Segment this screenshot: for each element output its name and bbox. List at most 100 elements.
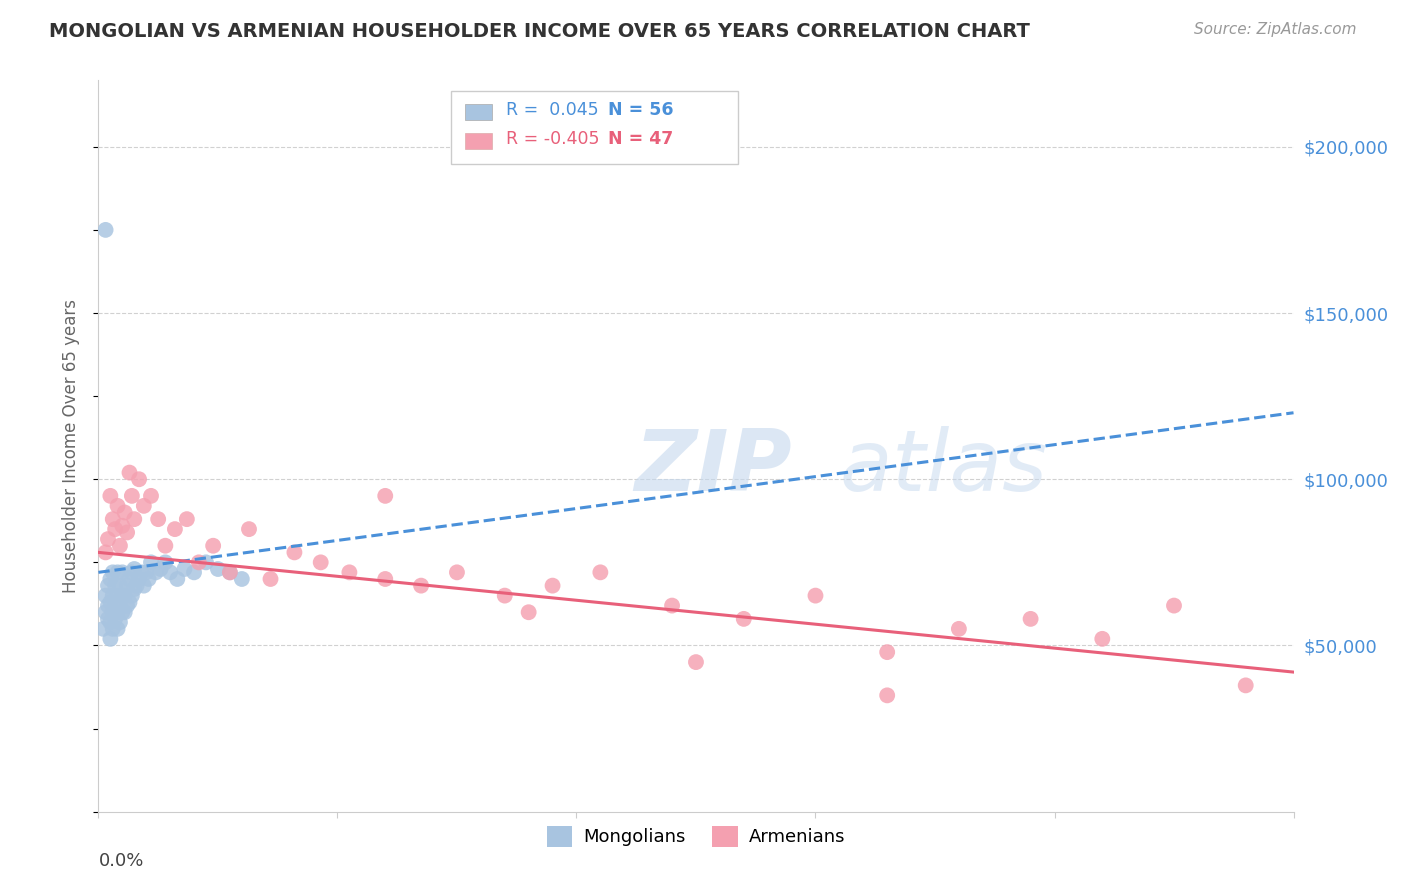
Point [121,589,143,603]
Text: MONGOLIAN VS ARMENIAN HOUSEHOLDER INCOME OVER 65 YEARS CORRELATION CHART: MONGOLIAN VS ARMENIAN HOUSEHOLDER INCOME… [49,22,1031,41]
Point [98,489,122,503]
Point [97,579,120,593]
Point [101,512,124,526]
Point [148,512,170,526]
Point [104,612,127,626]
Point [107,499,129,513]
Point [97,612,120,626]
Point [104,579,127,593]
Point [107,589,129,603]
Point [219,566,242,580]
Point [219,566,242,580]
Point [259,572,281,586]
Point [111,589,134,603]
Point [101,589,124,603]
Point [111,566,134,580]
Point [124,512,146,526]
Text: R = -0.405: R = -0.405 [506,130,599,148]
Point [339,566,361,580]
Point [97,599,120,613]
Point [494,589,516,603]
Text: 0.0%: 0.0% [98,852,143,870]
Point [517,605,540,619]
Point [115,599,138,613]
Point [108,599,131,613]
Text: N = 47: N = 47 [607,130,673,148]
Point [101,566,124,580]
Point [94,605,117,619]
Point [202,539,225,553]
Point [207,562,229,576]
Point [114,605,136,619]
Point [1019,612,1042,626]
FancyBboxPatch shape [465,133,492,149]
Point [804,589,827,603]
Point [238,522,260,536]
Point [283,545,305,559]
Point [876,645,898,659]
Point [128,472,150,486]
Text: atlas: atlas [839,426,1047,509]
Point [374,572,396,586]
Point [131,566,153,580]
Point [98,572,122,586]
Point [135,566,157,580]
Point [685,655,707,669]
Point [125,579,148,593]
Point [541,579,564,593]
Point [948,622,970,636]
Point [176,512,198,526]
Point [121,489,143,503]
Point [115,525,138,540]
Point [124,562,146,576]
Point [107,622,129,636]
Point [94,223,117,237]
Point [309,555,332,569]
Point [155,555,177,569]
Point [128,572,150,586]
Point [97,532,120,546]
Point [101,605,124,619]
Point [121,566,143,580]
Point [446,566,468,580]
Point [145,566,167,580]
Point [411,579,433,593]
Point [876,689,898,703]
Point [94,545,117,559]
Point [124,582,146,596]
Point [118,466,141,480]
Point [163,522,186,536]
Point [374,489,396,503]
Point [115,579,138,593]
Point [589,566,612,580]
Point [231,572,253,586]
Point [159,566,181,580]
Text: R =  0.045: R = 0.045 [506,101,599,119]
Point [173,562,195,576]
Point [114,589,136,603]
Legend: Mongolians, Armenians: Mongolians, Armenians [540,819,852,854]
Text: ZIP: ZIP [634,426,792,509]
Point [111,605,134,619]
Point [138,572,160,586]
Point [187,555,209,569]
Point [98,615,122,630]
Point [733,612,755,626]
Point [183,566,205,580]
Point [166,572,188,586]
Point [1234,678,1257,692]
Point [101,622,124,636]
Point [132,579,155,593]
Point [98,632,122,646]
Point [132,499,155,513]
Point [139,489,162,503]
Point [108,615,131,630]
Point [98,595,122,609]
Point [661,599,683,613]
Text: N = 56: N = 56 [607,101,673,119]
Text: Source: ZipAtlas.com: Source: ZipAtlas.com [1194,22,1357,37]
Point [195,555,218,569]
Point [108,539,131,553]
Point [107,605,129,619]
Point [108,579,131,593]
